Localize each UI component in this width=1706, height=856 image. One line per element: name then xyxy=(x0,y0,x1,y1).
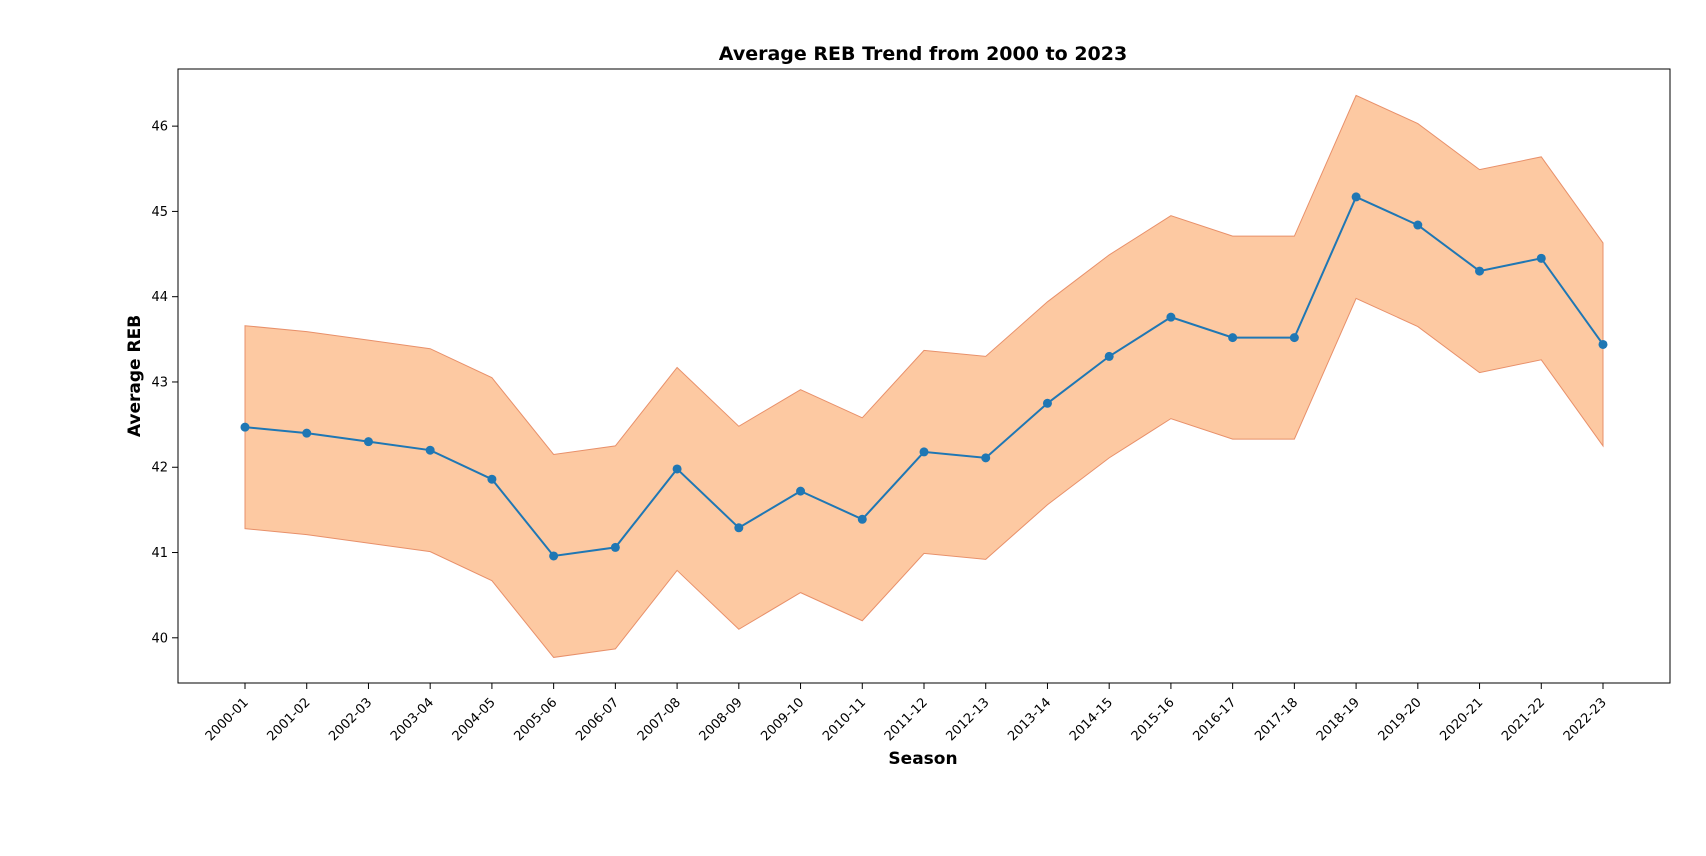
data-point-2001-02 xyxy=(302,428,312,438)
data-point-2016-17 xyxy=(1228,333,1238,343)
data-points-layer xyxy=(240,192,1608,561)
x-tick-label: 2021-22 xyxy=(1499,695,1548,744)
data-point-2010-11 xyxy=(857,514,867,524)
data-point-2019-20 xyxy=(1413,220,1423,230)
chart-title: Average REB Trend from 2000 to 2023 xyxy=(719,43,1127,65)
x-tick-label: 2013-14 xyxy=(1005,695,1054,744)
x-tick-label: 2017-18 xyxy=(1252,695,1301,744)
y-tick-label: 41 xyxy=(151,546,168,561)
x-tick-label: 2015-16 xyxy=(1129,695,1178,744)
data-point-2012-13 xyxy=(981,453,991,463)
data-point-2018-19 xyxy=(1351,192,1361,202)
data-point-2003-04 xyxy=(425,445,435,455)
data-point-2009-10 xyxy=(796,486,806,496)
x-tick-label: 2020-21 xyxy=(1437,695,1486,744)
x-tick-label: 2005-06 xyxy=(511,695,560,744)
x-tick-label: 2019-20 xyxy=(1376,695,1425,744)
x-axis-label: Season xyxy=(888,749,957,769)
y-tick-label: 45 xyxy=(151,205,168,220)
data-point-2007-08 xyxy=(672,464,682,474)
x-tick-label: 2000-01 xyxy=(203,695,252,744)
x-tick-label: 2014-15 xyxy=(1067,695,1116,744)
x-tick-label: 2002-03 xyxy=(326,695,375,744)
y-axis-ticks: 40 41 42 43 44 45 46 xyxy=(151,120,178,646)
x-tick-label: 2022-23 xyxy=(1561,695,1610,744)
y-axis-label: Average REB xyxy=(125,315,145,437)
x-tick-label: 2018-19 xyxy=(1314,695,1363,744)
data-point-2002-03 xyxy=(363,437,373,447)
x-tick-label: 2003-04 xyxy=(388,695,437,744)
data-point-2000-01 xyxy=(240,422,250,432)
y-tick-label: 40 xyxy=(151,631,168,646)
x-tick-label: 2004-05 xyxy=(450,695,499,744)
x-tick-label: 2012-13 xyxy=(944,695,993,744)
data-point-2020-21 xyxy=(1475,266,1485,276)
data-point-2021-22 xyxy=(1536,253,1546,263)
x-axis-ticks: 2000-01 2001-02 2002-03 2003-04 2004-05 2005-… xyxy=(203,683,1610,744)
data-point-2004-05 xyxy=(487,474,497,484)
x-tick-label: 2001-02 xyxy=(265,695,314,744)
data-point-2006-07 xyxy=(610,542,620,552)
y-tick-label: 42 xyxy=(151,461,168,476)
data-point-2013-14 xyxy=(1042,398,1052,408)
data-point-2014-15 xyxy=(1104,351,1114,361)
x-tick-label: 2006-07 xyxy=(573,695,622,744)
data-point-2017-18 xyxy=(1289,333,1299,343)
x-tick-label: 2008-09 xyxy=(697,695,746,744)
data-point-2015-16 xyxy=(1166,312,1176,322)
data-point-2011-12 xyxy=(919,447,929,457)
x-tick-label: 2011-12 xyxy=(882,695,931,744)
y-tick-label: 43 xyxy=(151,375,168,390)
x-tick-label: 2010-11 xyxy=(820,695,869,744)
x-tick-label: 2016-17 xyxy=(1190,695,1239,744)
confidence-band-layer xyxy=(244,94,1604,658)
x-tick-label: 2009-10 xyxy=(758,695,807,744)
x-tick-label: 2007-08 xyxy=(635,695,684,744)
y-tick-label: 44 xyxy=(151,290,168,305)
data-point-2008-09 xyxy=(734,523,744,533)
confidence-band xyxy=(244,94,1604,658)
y-tick-label: 46 xyxy=(151,120,168,135)
data-point-2005-06 xyxy=(549,551,559,561)
data-point-2022-23 xyxy=(1598,339,1608,349)
